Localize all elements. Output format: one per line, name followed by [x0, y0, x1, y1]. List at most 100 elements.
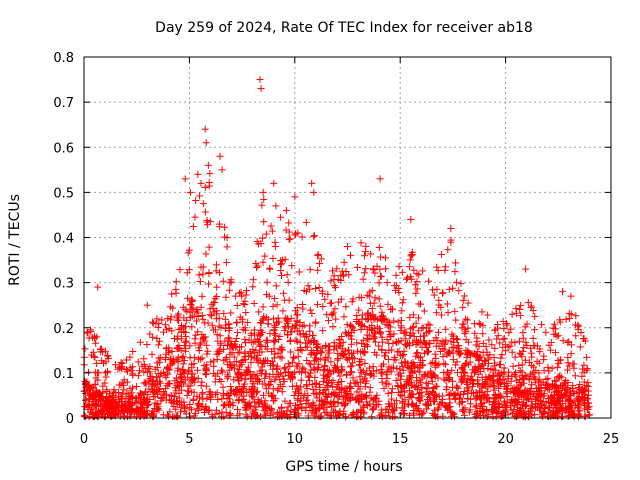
data-point	[510, 402, 518, 410]
data-point	[571, 372, 579, 380]
data-point	[324, 317, 332, 325]
data-point	[292, 402, 300, 410]
data-point	[457, 280, 465, 288]
data-point	[321, 295, 329, 303]
data-point	[400, 388, 408, 396]
data-point	[397, 383, 405, 391]
data-point	[373, 323, 381, 331]
data-point	[414, 349, 422, 357]
data-point	[329, 389, 337, 397]
data-point	[300, 286, 308, 294]
data-point	[287, 348, 295, 356]
data-point	[584, 383, 592, 391]
data-point	[419, 267, 427, 275]
data-point	[203, 350, 211, 358]
data-point	[186, 400, 194, 408]
data-point	[160, 389, 168, 397]
data-point	[278, 354, 286, 362]
data-point	[581, 413, 589, 421]
data-point	[162, 374, 170, 382]
data-point	[398, 359, 406, 367]
data-point	[468, 383, 476, 391]
data-point	[152, 373, 160, 381]
data-point	[424, 320, 432, 328]
data-point	[295, 327, 303, 335]
data-point	[397, 316, 405, 324]
data-point	[506, 342, 514, 350]
data-point	[360, 323, 368, 331]
data-point	[571, 321, 579, 329]
data-point	[160, 368, 168, 376]
data-point	[524, 394, 532, 402]
data-point	[316, 355, 324, 363]
data-point	[210, 369, 218, 377]
data-point	[545, 341, 553, 349]
data-point	[388, 402, 396, 410]
data-point	[488, 341, 496, 349]
data-point	[307, 366, 315, 374]
data-point	[548, 383, 556, 391]
data-point	[413, 377, 421, 385]
data-point	[407, 252, 415, 260]
data-point	[204, 319, 212, 327]
data-point	[517, 312, 525, 320]
data-point	[247, 412, 255, 420]
data-point	[482, 343, 490, 351]
data-point	[451, 307, 459, 315]
data-point	[443, 402, 451, 410]
data-point	[281, 363, 289, 371]
data-point	[407, 215, 415, 223]
data-point	[417, 410, 425, 418]
data-point	[223, 259, 231, 267]
data-point	[541, 402, 549, 410]
data-point	[248, 353, 256, 361]
data-point	[249, 276, 257, 284]
data-point	[108, 392, 116, 400]
data-point	[377, 253, 385, 261]
data-point	[409, 329, 417, 337]
data-point	[361, 248, 369, 256]
data-point	[445, 348, 453, 356]
data-point	[408, 251, 416, 259]
data-point	[256, 76, 264, 84]
data-point	[201, 208, 209, 216]
data-point	[555, 360, 563, 368]
data-point	[311, 365, 319, 373]
data-point	[347, 363, 355, 371]
data-point	[250, 370, 258, 378]
data-point	[199, 263, 207, 271]
data-point	[192, 307, 200, 315]
data-point	[148, 350, 156, 358]
data-point	[281, 314, 289, 322]
data-point	[410, 332, 418, 340]
data-point	[491, 344, 499, 352]
data-point	[103, 386, 111, 394]
data-point	[362, 341, 370, 349]
data-point	[334, 356, 342, 364]
data-point	[427, 367, 435, 375]
data-point	[526, 407, 534, 415]
data-point	[298, 369, 306, 377]
data-point	[349, 393, 357, 401]
data-point	[580, 361, 588, 369]
data-point	[316, 260, 324, 268]
data-point	[540, 408, 548, 416]
data-point	[174, 344, 182, 352]
data-point	[380, 360, 388, 368]
data-point	[199, 200, 207, 208]
data-point	[179, 365, 187, 373]
data-point	[557, 373, 565, 381]
data-point	[184, 382, 192, 390]
data-point	[356, 373, 364, 381]
y-tick-label: 0.5	[53, 186, 74, 201]
data-point	[221, 223, 229, 231]
data-point	[205, 270, 213, 278]
data-point	[405, 400, 413, 408]
data-point	[322, 373, 330, 381]
data-point	[331, 362, 339, 370]
data-point	[496, 361, 504, 369]
data-point	[449, 356, 457, 364]
data-point	[265, 381, 273, 389]
data-point	[479, 322, 487, 330]
data-point	[117, 359, 125, 367]
